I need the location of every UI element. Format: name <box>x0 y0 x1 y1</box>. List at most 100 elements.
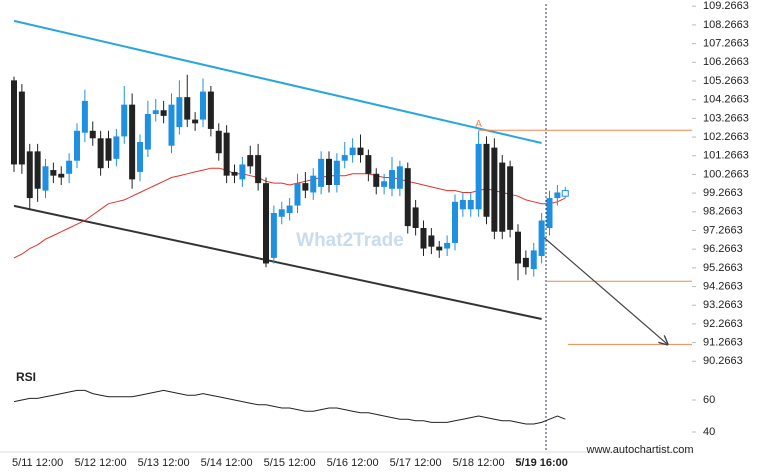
candle-body <box>381 181 388 187</box>
y-tick-label: 104.2663 <box>703 94 749 106</box>
y-tick-label: 93.2663 <box>703 299 743 311</box>
candle-body <box>428 235 435 247</box>
y-tick-label: 90.2663 <box>703 355 743 367</box>
y-tick-label: 91.2663 <box>703 337 743 349</box>
candle-body <box>184 97 191 120</box>
candle-body <box>436 246 443 251</box>
x-tick-label: 5/16 12:00 <box>327 457 379 469</box>
candle-body <box>404 168 411 227</box>
candle-body <box>26 151 33 199</box>
pattern-label: A <box>475 119 482 130</box>
candle-body <box>11 80 17 165</box>
candle-body <box>452 201 458 243</box>
candle-body <box>34 151 41 189</box>
y-tick-label: 103.2663 <box>703 112 749 124</box>
candle-body <box>561 190 569 197</box>
candle-body <box>294 183 301 206</box>
x-tick-label: 5/19 16:00 <box>515 457 568 469</box>
y-tick-label: 106.2663 <box>703 56 749 68</box>
candle-body <box>144 113 151 150</box>
candle-body <box>412 207 419 228</box>
x-tick-label: 5/15 12:00 <box>264 457 316 469</box>
candle-body <box>396 166 403 189</box>
candle-body <box>223 132 230 176</box>
candle-body <box>286 205 293 214</box>
candle-body <box>515 231 521 264</box>
candle-body <box>18 91 25 165</box>
y-tick-label: 96.2663 <box>703 243 743 255</box>
candle-body <box>89 130 96 139</box>
candle-body <box>152 110 159 114</box>
y-tick-label: 94.2663 <box>703 280 743 292</box>
channel-line <box>13 19 542 144</box>
x-tick-label: 5/12 12:00 <box>75 457 127 469</box>
y-tick-label: 95.2663 <box>703 262 743 274</box>
candle-body <box>192 119 199 124</box>
rsi-label: RSI <box>16 370 36 384</box>
y-tick-label: 101.2663 <box>703 150 749 162</box>
candle-body <box>475 143 482 210</box>
candle-body <box>333 160 340 185</box>
watermark: What2Trade <box>296 230 404 251</box>
candle-body <box>318 158 325 187</box>
candle-body <box>247 155 254 167</box>
candle-body <box>538 220 545 257</box>
x-tick-label: 5/17 12:00 <box>390 457 442 469</box>
candle-body <box>176 97 183 128</box>
candle-body <box>302 183 309 191</box>
moving-average <box>13 167 566 259</box>
candle-body <box>310 175 317 193</box>
y-tick-label: 92.2663 <box>703 318 743 330</box>
candle-body <box>522 257 529 268</box>
y-tick-label: 105.2663 <box>703 75 749 87</box>
candle-body <box>50 170 57 176</box>
y-tick-label: 109.2663 <box>703 0 749 12</box>
y-tick-label: 108.2663 <box>703 19 749 31</box>
candle-body <box>467 199 474 210</box>
x-tick-label: 5/18 12:00 <box>453 457 505 469</box>
candle-body <box>231 171 238 176</box>
candle-body <box>97 138 104 169</box>
rsi-tick-label: 40 <box>703 426 715 438</box>
y-tick-label: 98.2663 <box>703 206 743 218</box>
candle-body <box>74 130 80 161</box>
candle-body <box>459 199 466 210</box>
y-tick-label: 100.2663 <box>703 168 749 180</box>
candle-body <box>326 158 332 185</box>
candle-body <box>105 138 112 161</box>
candle-body <box>554 192 561 199</box>
forecast-arrow <box>541 235 668 345</box>
candle-body <box>66 160 73 174</box>
candle-body <box>168 104 175 146</box>
candle-body <box>113 136 120 159</box>
candle-body <box>160 110 167 116</box>
candle-body <box>373 173 380 187</box>
channel-line <box>13 204 542 320</box>
candle-body <box>530 250 537 270</box>
x-tick-label: 5/13 12:00 <box>138 457 190 469</box>
candle-body <box>507 166 514 230</box>
candle-body <box>215 130 222 154</box>
candle-body <box>499 162 506 232</box>
candle-body <box>207 91 214 129</box>
candle-body <box>365 155 372 174</box>
candle-body <box>349 147 356 156</box>
candle-body <box>491 147 498 232</box>
candle-body <box>263 183 269 264</box>
rsi-line <box>13 389 566 425</box>
candle-body <box>121 104 128 137</box>
rsi-tick-label: 60 <box>703 394 715 406</box>
candle-body <box>270 213 277 258</box>
source: www.autochartist.com <box>586 444 694 456</box>
y-tick-label: 99.2663 <box>703 187 743 199</box>
candle-body <box>81 100 88 133</box>
candle-body <box>546 198 553 228</box>
x-tick-label: 5/11 12:00 <box>12 457 63 469</box>
candle-body <box>483 143 490 217</box>
y-tick-label: 102.2663 <box>703 131 749 143</box>
x-tick-label: 5/14 12:00 <box>201 457 253 469</box>
candle-body <box>129 104 136 180</box>
candle-body <box>341 155 348 161</box>
candle-body <box>137 142 143 172</box>
candle-body <box>357 147 364 156</box>
